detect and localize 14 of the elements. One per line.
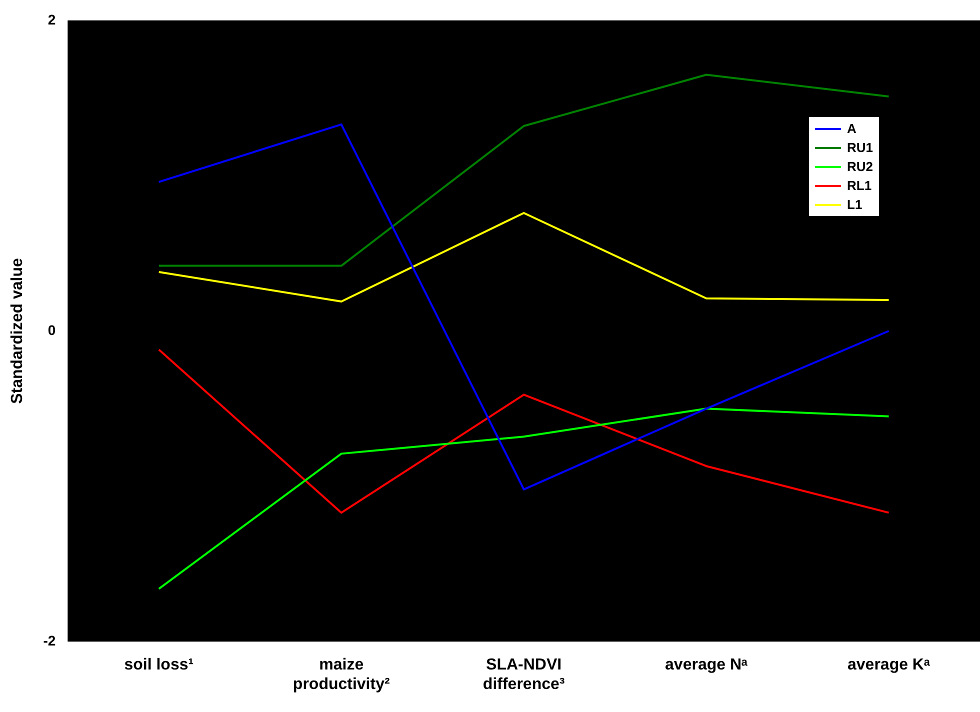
legend-label: L1: [847, 197, 862, 212]
x-tick-label: SLA-NDVI difference³: [482, 656, 565, 693]
legend-label: RU1: [847, 140, 874, 156]
legend-label: RU2: [847, 159, 874, 174]
y-tick-label: 2: [48, 11, 56, 28]
x-tick-label: average Kᵃ: [848, 656, 930, 674]
legend-label: RL1: [847, 178, 872, 194]
x-tick-label: maize productivity²: [292, 656, 390, 693]
x-tick-label: average Nᵃ: [665, 656, 748, 674]
y-tick-label: -2: [43, 632, 56, 648]
x-tick-label: soil loss¹: [124, 656, 194, 674]
legend-label: A: [847, 121, 856, 136]
y-axis-title: Standardized value: [9, 258, 26, 404]
y-tick-label: 0: [48, 322, 56, 338]
